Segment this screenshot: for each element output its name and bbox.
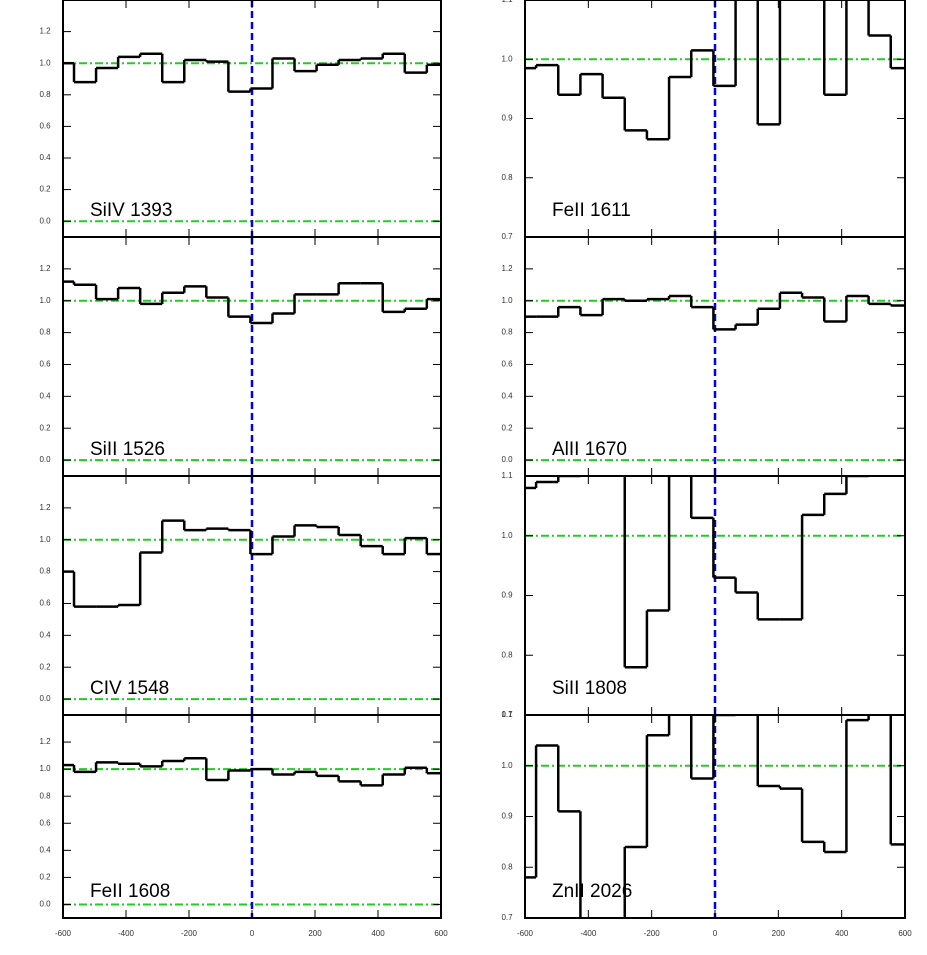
y-tick-label: 0.6 (39, 360, 51, 369)
y-tick-label: 0.8 (39, 567, 51, 576)
y-tick-label: 0.2 (39, 185, 51, 194)
y-tick-label: 0.8 (39, 90, 51, 99)
line-label: CIV 1548 (90, 678, 169, 699)
y-tick-label: 0.0 (39, 455, 51, 464)
y-tick-label: 1.2 (39, 264, 51, 273)
y-tick-label: 0.8 (501, 862, 513, 871)
y-tick-label: 0.2 (501, 423, 513, 432)
panel (63, 0, 441, 237)
y-tick-label: 0.8 (39, 791, 51, 800)
y-tick-label: 0.8 (501, 328, 513, 337)
y-tick-label: 1.0 (39, 296, 51, 305)
panel (525, 237, 905, 476)
y-tick-label: 1.1 (501, 0, 513, 4)
line-label: FeII 1611 (552, 200, 631, 221)
x-tick-label: -400 (580, 929, 597, 938)
y-tick-label: 0.2 (39, 423, 51, 432)
y-tick-label: 0.7 (501, 232, 513, 241)
y-tick-label: 1.1 (501, 710, 513, 719)
x-tick-label: 200 (308, 929, 322, 938)
x-tick-label: 600 (898, 929, 912, 938)
x-tick-label: -200 (181, 929, 198, 938)
y-tick-label: 1.2 (39, 737, 51, 746)
y-tick-label: 0.6 (39, 818, 51, 827)
panel (63, 237, 441, 476)
y-tick-label: 0.9 (501, 114, 513, 123)
y-tick-label: 0.4 (39, 845, 51, 854)
x-tick-label: 0 (250, 929, 255, 938)
y-tick-label: 0.9 (501, 591, 513, 600)
y-tick-label: 1.2 (39, 27, 51, 36)
y-tick-label: 1.0 (501, 296, 513, 305)
y-tick-label: 0.6 (501, 360, 513, 369)
x-tick-label: 600 (434, 929, 448, 938)
y-tick-label: 0.9 (501, 812, 513, 821)
y-tick-label: 0.8 (39, 328, 51, 337)
y-tick-label: 1.1 (501, 471, 513, 480)
y-tick-label: 0.6 (39, 122, 51, 131)
y-tick-label: 0.8 (501, 650, 513, 659)
x-tick-label: -400 (118, 929, 135, 938)
x-tick-label: 200 (772, 929, 786, 938)
y-tick-label: 0.7 (501, 710, 513, 719)
panel (63, 715, 441, 918)
y-tick-label: 1.0 (501, 54, 513, 63)
line-label: FeII 1608 (90, 881, 170, 902)
line-label: SiII 1526 (90, 439, 165, 460)
x-tick-label: -200 (644, 929, 661, 938)
y-tick-label: 1.0 (501, 761, 513, 770)
y-tick-label: 0.2 (39, 873, 51, 882)
y-tick-label: 0.0 (39, 900, 51, 909)
x-tick-label: 0 (713, 929, 718, 938)
y-tick-label: 0.4 (39, 630, 51, 639)
y-tick-label: 0.7 (501, 913, 513, 922)
panel (525, 476, 905, 715)
y-tick-label: 0.0 (501, 455, 513, 464)
line-label: AlII 1670 (552, 439, 627, 460)
y-tick-label: 1.0 (501, 531, 513, 540)
y-tick-label: 1.0 (39, 764, 51, 773)
y-tick-label: 0.4 (39, 153, 51, 162)
line-label: ZnII 2026 (552, 881, 632, 902)
y-tick-label: 1.2 (39, 503, 51, 512)
x-tick-label: 400 (371, 929, 385, 938)
y-tick-label: 1.0 (39, 58, 51, 67)
panel (63, 476, 441, 715)
y-tick-label: 0.0 (39, 694, 51, 703)
y-tick-label: 0.4 (39, 391, 51, 400)
x-tick-label: -600 (55, 929, 72, 938)
y-tick-label: 1.0 (39, 535, 51, 544)
y-tick-label: 0.0 (39, 216, 51, 225)
panel (525, 715, 905, 918)
y-tick-label: 0.6 (39, 599, 51, 608)
line-label: SiIV 1393 (90, 200, 172, 221)
y-tick-label: 0.8 (501, 173, 513, 182)
x-tick-label: -600 (517, 929, 534, 938)
y-tick-label: 0.2 (39, 662, 51, 671)
line-label: SiII 1808 (552, 678, 627, 699)
y-tick-label: 0.4 (501, 391, 513, 400)
panel (525, 0, 905, 237)
y-tick-label: 1.2 (501, 264, 513, 273)
x-tick-label: 400 (835, 929, 849, 938)
